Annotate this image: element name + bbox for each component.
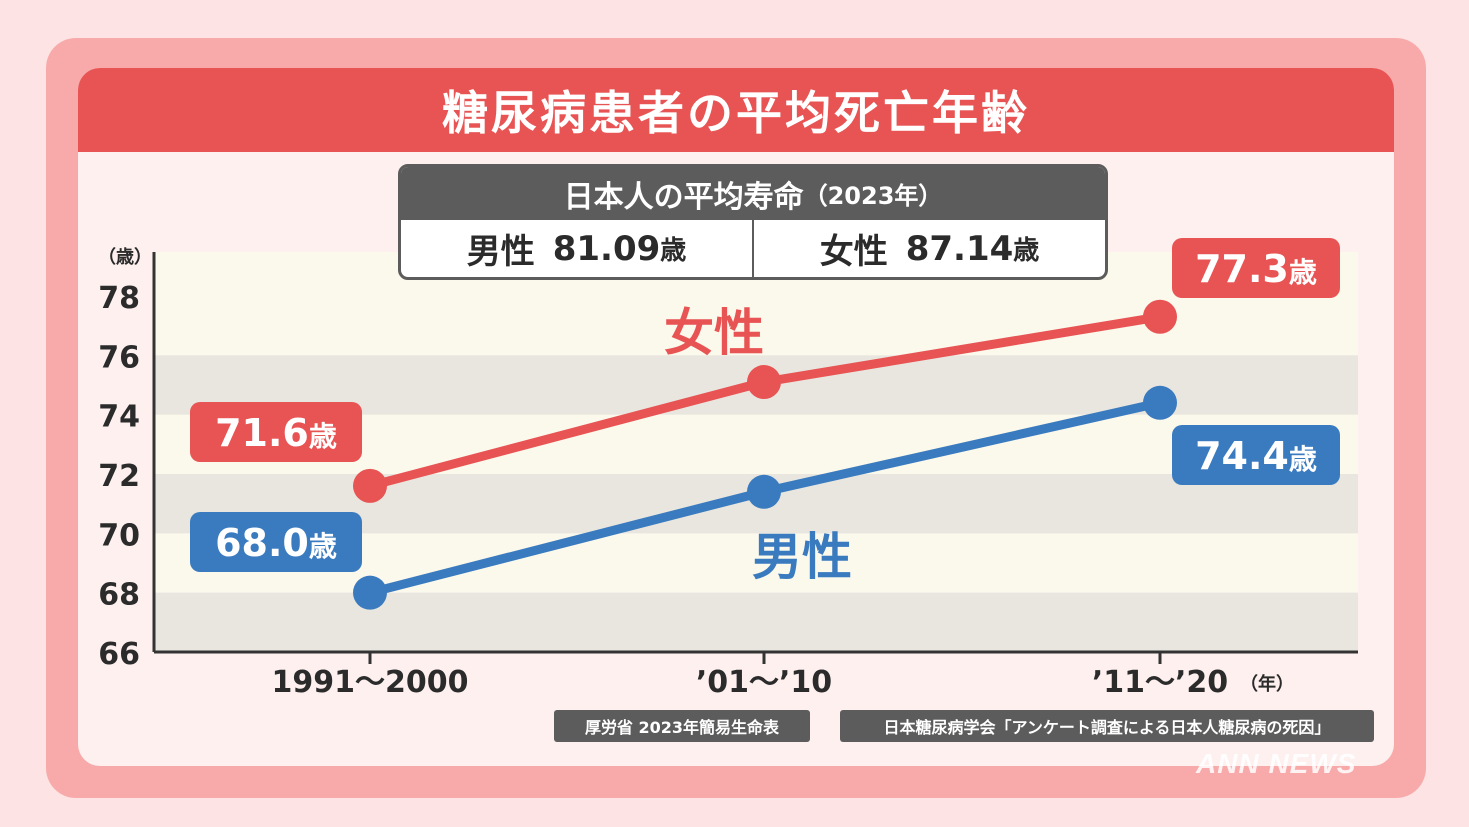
y-tick-label: 72 (98, 459, 140, 494)
series-label-female: 女性 (664, 304, 764, 362)
page-title: 糖尿病患者の平均死亡年齢 (442, 86, 1030, 140)
data-label-female-2011-box (1172, 238, 1340, 298)
data-label-male-1991: 68.0歳 (215, 521, 337, 565)
female-label: 女性 (819, 232, 888, 272)
watermark-logo: ANN NEWS (1196, 748, 1357, 779)
data-label-female-1991-box (190, 402, 362, 462)
life-expectancy-heading: 日本人の平均寿命 （2023年） (401, 167, 1105, 220)
data-point (353, 468, 387, 503)
data-label-male-2011: 74.4歳 (1195, 434, 1317, 478)
data-label-female-2011: 77.3歳 (1195, 247, 1317, 291)
x-tick-label: 1991〜2000 (272, 665, 469, 700)
data-point (1143, 385, 1177, 420)
y-tick-label: 70 (98, 518, 140, 553)
x-tick-label: ’01〜’10 (696, 665, 832, 700)
y-tick-label: 74 (98, 400, 140, 435)
source-label-2: 日本糖尿病学会「アンケート調査による日本人糖尿病の死因」 (840, 710, 1374, 742)
y-axis-label: （歳） (98, 247, 152, 268)
female-unit: 歳 (1013, 236, 1040, 266)
y-tick-label: 78 (98, 281, 140, 316)
data-point (747, 365, 781, 400)
data-point (747, 474, 781, 509)
chart-card: 糖尿病患者の平均死亡年齢 66 68 70 72 74 76 78 （歳） 1991〜2000 ’… (78, 68, 1394, 766)
male-life-expectancy: 男性 81.09 歳 (401, 220, 752, 277)
source-label-1: 厚労省 2023年簡易生命表 (554, 710, 810, 742)
data-point (353, 575, 387, 610)
data-point (1143, 299, 1177, 334)
data-label-female-1991: 71.6歳 (215, 411, 337, 455)
female-life-expectancy: 女性 87.14 歳 (752, 220, 1105, 277)
x-axis-label: （年） (1240, 673, 1294, 695)
y-tick-label: 76 (98, 340, 140, 375)
line-chart: 66 68 70 72 74 76 78 （歳） 1991〜2000 ’01〜’10 ’11〜’20… (98, 238, 1358, 700)
male-unit: 歳 (660, 236, 687, 266)
life-expectancy-title: 日本人の平均寿命 (563, 179, 804, 215)
y-tick-label: 66 (98, 637, 140, 672)
life-expectancy-box: 日本人の平均寿命 （2023年） 男性 81.09 歳 女性 87.14 歳 (398, 164, 1108, 280)
life-expectancy-row: 男性 81.09 歳 女性 87.14 歳 (401, 220, 1105, 277)
male-value: 81.09 (552, 228, 661, 269)
grid-band (154, 592, 1358, 652)
title-bar: 糖尿病患者の平均死亡年齢 (78, 68, 1394, 152)
x-tick-label: ’11〜’20 (1092, 665, 1228, 700)
data-label-male-2011-box (1172, 425, 1340, 485)
y-tick-label: 68 (98, 578, 140, 613)
male-label: 男性 (466, 232, 535, 272)
life-expectancy-year: （2023年） (803, 182, 943, 210)
data-label-male-1991-box (190, 512, 362, 572)
series-label-male: 男性 (752, 528, 852, 586)
female-value: 87.14 (905, 228, 1014, 269)
